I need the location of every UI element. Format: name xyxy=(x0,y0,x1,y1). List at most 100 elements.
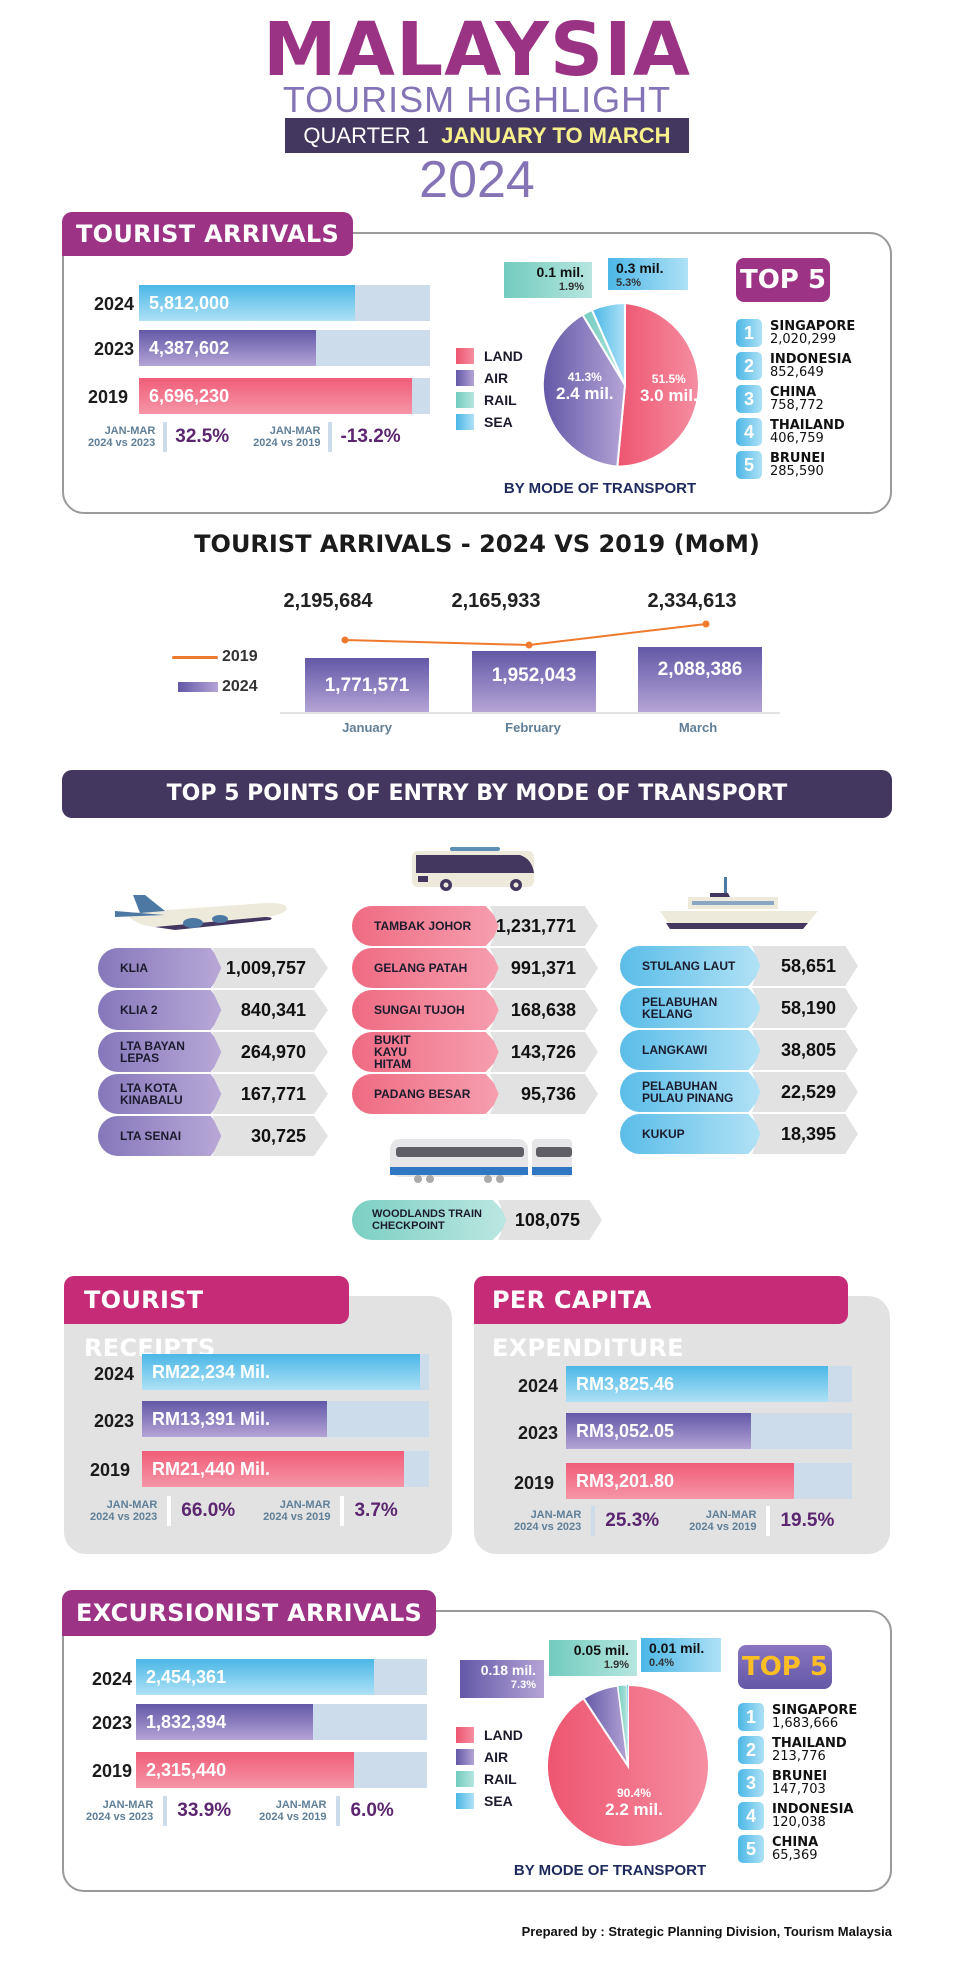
top5-badge: TOP 5 xyxy=(738,1645,832,1689)
legend-label: RAIL xyxy=(484,392,517,408)
feb-2024-bar: 1,952,043 xyxy=(472,651,596,712)
year-label: 2019 xyxy=(513,1473,554,1493)
growth-value: 25.3% xyxy=(605,1510,660,1531)
pie-legend: LAND AIR RAIL SEA xyxy=(456,345,523,433)
bar-2019: RM21,440 Mil. xyxy=(142,1451,404,1487)
comparison-label: JAN-MAR 2024 vs 2019 xyxy=(253,425,320,449)
comparison-years: 2024 vs 2019 xyxy=(689,1521,757,1533)
air-swatch xyxy=(456,370,474,386)
pie-legend: LAND AIR RAIL SEA xyxy=(456,1724,523,1812)
rank-badge: 2 xyxy=(738,1735,764,1764)
legend-land: LAND xyxy=(456,1724,523,1746)
land-swatch xyxy=(456,348,474,364)
entry-name: WOODLANDS TRAIN CHECKPOINT xyxy=(352,1200,512,1240)
year-label: 2023 xyxy=(517,1423,558,1443)
legend-sea: SEA xyxy=(456,411,523,433)
jan-2019-value: 2,195,684 xyxy=(283,590,373,612)
growth-value: 6.0% xyxy=(350,1800,394,1821)
sea-pct: 0.4% xyxy=(649,1657,675,1669)
year-label: 2024 xyxy=(419,151,535,209)
top5-item: 5 BRUNEI 285,590 xyxy=(736,448,855,481)
comparison-period: JAN-MAR xyxy=(275,1799,327,1811)
month-label: February xyxy=(505,720,561,735)
growth-value: 33.9% xyxy=(177,1800,232,1821)
growth-value: -13.2% xyxy=(340,426,401,447)
bar-track: RM3,201.80 xyxy=(566,1463,852,1499)
jan-2024-bar: 1,771,571 xyxy=(305,658,429,712)
divider xyxy=(163,422,168,452)
entry-value: 264,970 xyxy=(212,1032,328,1072)
land-mil: 2.2 mil. xyxy=(605,1800,663,1819)
year-label: 2023 xyxy=(93,1411,134,1431)
entry-value: 22,529 xyxy=(752,1072,858,1112)
bar-2024: RM22,234 Mil. xyxy=(142,1354,420,1390)
country-value: 1,683,666 xyxy=(772,1715,839,1731)
entry-name: GELANG PATAH xyxy=(352,948,504,988)
land-pct: 51.5% xyxy=(651,372,686,386)
mar-2024-bar: 2,088,386 xyxy=(638,647,762,712)
bar-2019: RM3,201.80 xyxy=(566,1463,794,1499)
divider xyxy=(336,1796,341,1826)
rail-pct: 1.9% xyxy=(558,281,584,293)
air-swatch xyxy=(456,1749,474,1765)
comparison-period: JAN-MAR xyxy=(269,425,321,437)
country-name: SINGAPORE xyxy=(772,1702,858,1718)
year-label: 2024 xyxy=(91,1669,132,1689)
entry-value: 30,725 xyxy=(212,1116,328,1156)
entry-value: 95,736 xyxy=(490,1074,598,1114)
rank-badge: 4 xyxy=(736,417,762,446)
legend-sea: SEA xyxy=(456,1790,523,1812)
bar-track: 1,832,394 xyxy=(136,1704,427,1740)
country-name: BRUNEI xyxy=(772,1768,828,1784)
legend-label: 2019 xyxy=(222,648,258,665)
country-name: INDONESIA xyxy=(772,1801,854,1817)
entry-row: PELABUHAN KELANG 58,190 xyxy=(620,988,858,1028)
entry-row: KLIA 2 840,341 xyxy=(98,990,328,1030)
sea-swatch xyxy=(456,1793,474,1809)
year-label: 2019 xyxy=(89,1460,130,1480)
entry-value: 1,231,771 xyxy=(490,906,598,946)
country-name: SINGAPORE xyxy=(770,318,856,334)
excursionist-title: EXCURSIONIST ARRIVALS xyxy=(62,1590,437,1636)
country-name: CHINA xyxy=(772,1834,819,1850)
entry-row: TAMBAK JOHOR 1,231,771 xyxy=(352,906,598,946)
air-mil: 0.18 mil. xyxy=(480,1662,536,1678)
per-capita-title: PER CAPITA EXPENDITURE xyxy=(474,1276,848,1362)
legend-label: RAIL xyxy=(484,1771,517,1787)
pie-label-land: 90.4% 2.2 mil. xyxy=(604,1786,664,1820)
entry-row: STULANG LAUT 58,651 xyxy=(620,946,858,986)
year-label: 2023 xyxy=(91,1713,132,1733)
growth-value: 66.0% xyxy=(181,1500,236,1521)
top5-item: 3 CHINA 758,772 xyxy=(736,382,855,415)
entry-row: LTA KOTA KINABALU 167,771 xyxy=(98,1074,328,1114)
feb-2019-value: 2,165,933 xyxy=(451,590,541,612)
comparison-years: 2024 vs 2019 xyxy=(253,437,321,449)
bar-2024: 2,454,361 xyxy=(136,1659,374,1695)
entry-row: PADANG BESAR 95,736 xyxy=(352,1074,598,1114)
arrivals-pie-chart xyxy=(541,301,700,468)
entry-name: KLIA 2 xyxy=(98,990,226,1030)
comparison-label: JAN-MAR 2024 vs 2023 xyxy=(514,1509,581,1533)
entry-row: SUNGAI TUJOH 168,638 xyxy=(352,990,598,1030)
pie-label-air: 0.18 mil. 7.3% xyxy=(460,1660,544,1698)
entry-value: 58,651 xyxy=(752,946,858,986)
rail-entry-list: WOODLANDS TRAIN CHECKPOINT 108,075 xyxy=(352,1200,602,1242)
month-label: January xyxy=(342,720,392,735)
entry-name: PELABUHAN PULAU PINANG xyxy=(620,1072,766,1112)
sea-swatch xyxy=(456,414,474,430)
entry-name: KLIA xyxy=(98,948,226,988)
rail-mil: 0.1 mil. xyxy=(536,264,584,280)
legend-air: AIR xyxy=(456,1746,523,1768)
rank-badge: 5 xyxy=(738,1834,764,1863)
entry-name: STULANG LAUT xyxy=(620,946,766,986)
divider xyxy=(340,1496,345,1526)
ship-icon xyxy=(660,877,818,929)
rank-badge: 1 xyxy=(738,1702,764,1731)
legend-air: AIR xyxy=(456,367,523,389)
top5-item: 1 SINGAPORE 1,683,666 xyxy=(738,1700,857,1733)
bar-2024: 5,812,000 xyxy=(139,285,355,321)
entry-row: GELANG PATAH 991,371 xyxy=(352,948,598,988)
comparison-label: JAN-MAR 2024 vs 2019 xyxy=(263,1499,330,1523)
entry-row: WOODLANDS TRAIN CHECKPOINT 108,075 xyxy=(352,1200,602,1240)
legend-land: LAND xyxy=(456,345,523,367)
